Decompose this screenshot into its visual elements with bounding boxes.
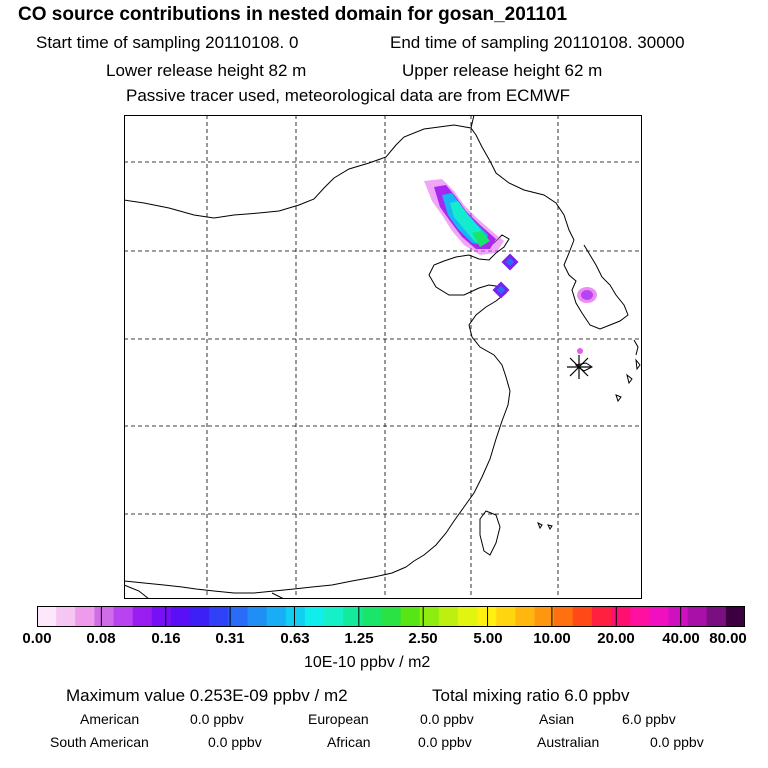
colorbar-swatch — [266, 606, 287, 627]
colorbar-swatch — [649, 606, 670, 627]
colorbar-swatch — [362, 606, 383, 627]
colorbar-swatch — [496, 606, 516, 627]
colorbar-swatch — [438, 606, 459, 627]
colorbar-swatch — [591, 606, 612, 627]
colorbar-swatch — [725, 606, 745, 627]
colorbar-swatch — [94, 606, 115, 627]
coastlines-borders — [124, 115, 641, 599]
colorbar-swatch — [400, 606, 421, 627]
tracer-note: Passive tracer used, meteorological data… — [126, 86, 571, 105]
receptor-star-icon — [567, 355, 591, 379]
colorbar-swatch — [572, 606, 593, 627]
colorbar-tick-label: 0.00 — [22, 630, 52, 647]
colorbar-swatch — [687, 606, 708, 627]
region-value: 0.0 ppbv — [208, 734, 262, 750]
colorbar-swatch — [304, 606, 325, 627]
colorbar-swatch — [706, 606, 727, 627]
colorbar-tick-label: 2.50 — [408, 630, 438, 647]
region-name: European — [308, 711, 369, 727]
colorbar-tick-label: 0.63 — [280, 630, 310, 647]
tracer-spots — [492, 253, 597, 354]
tracer-plume — [424, 179, 504, 255]
region-value: 0.0 ppbv — [190, 711, 244, 727]
lat-lon-grid — [124, 115, 642, 599]
colorbar-swatch — [56, 606, 76, 627]
colorbar-swatch — [477, 606, 497, 627]
colorbar-swatch — [553, 606, 574, 627]
colorbar-swatch — [228, 606, 249, 627]
colorbar-tick-label: 80.00 — [709, 630, 747, 647]
colorbar-swatch — [324, 606, 344, 627]
map-frame — [124, 115, 642, 599]
colorbar-swatch — [285, 606, 306, 627]
colorbar-swatch — [75, 606, 96, 627]
colorbar-swatch — [630, 606, 650, 627]
region-value: 0.0 ppbv — [420, 711, 474, 727]
colorbar-tick-label: 0.31 — [215, 630, 245, 647]
colorbar-tick-label: 5.00 — [473, 630, 503, 647]
upper-release-height: Upper release height 62 m — [402, 61, 603, 80]
colorbar-swatch — [457, 606, 478, 627]
colorbar-tick-label: 0.08 — [86, 630, 116, 647]
colorbar-swatch — [170, 606, 191, 627]
colorbar-unit: 10E-10 ppbv / m2 — [304, 654, 431, 671]
colorbar-swatch — [113, 606, 134, 627]
lower-release-height: Lower release height 82 m — [106, 61, 307, 80]
colorbar-tick-label: 40.00 — [662, 630, 700, 647]
colorbar-swatch — [668, 606, 689, 627]
map-title: CO source contributions in nested domain… — [18, 4, 568, 25]
colorbar-border — [37, 606, 745, 627]
region-value: 0.0 ppbv — [650, 734, 704, 750]
colorbar-swatch — [515, 606, 536, 627]
region-value: 0.0 ppbv — [418, 734, 472, 750]
region-name: Asian — [539, 711, 575, 727]
maximum-value: Maximum value 0.253E-09 ppbv / m2 — [66, 686, 348, 705]
colorbar-tick-label: 10.00 — [533, 630, 571, 647]
total-mixing-ratio: Total mixing ratio 6.0 ppbv — [432, 686, 630, 705]
region-name: African — [327, 734, 371, 750]
colorbar-swatch — [419, 606, 440, 627]
colorbar — [37, 606, 745, 627]
region-name: South American — [50, 734, 149, 750]
colorbar-tick-label: 0.16 — [151, 630, 181, 647]
start-time: Start time of sampling 20110108. 0 — [36, 33, 299, 52]
end-time: End time of sampling 20110108. 30000 — [390, 33, 685, 52]
colorbar-swatch — [247, 606, 268, 627]
colorbar-swatch — [343, 606, 363, 627]
colorbar-swatch — [611, 606, 631, 627]
colorbar-swatch — [381, 606, 402, 627]
colorbar-swatch — [190, 606, 210, 627]
colorbar-swatch — [37, 606, 57, 627]
colorbar-swatch — [209, 606, 229, 627]
region-name: Australian — [537, 734, 600, 750]
colorbar-swatch — [534, 606, 555, 627]
colorbar-swatch — [132, 606, 153, 627]
colorbar-tick-label: 1.25 — [344, 630, 374, 647]
colorbar-tick-label: 20.00 — [597, 630, 635, 647]
region-name: American — [80, 711, 140, 727]
map-panel — [124, 115, 642, 599]
region-value: 6.0 ppbv — [622, 711, 676, 727]
colorbar-swatch — [151, 606, 172, 627]
